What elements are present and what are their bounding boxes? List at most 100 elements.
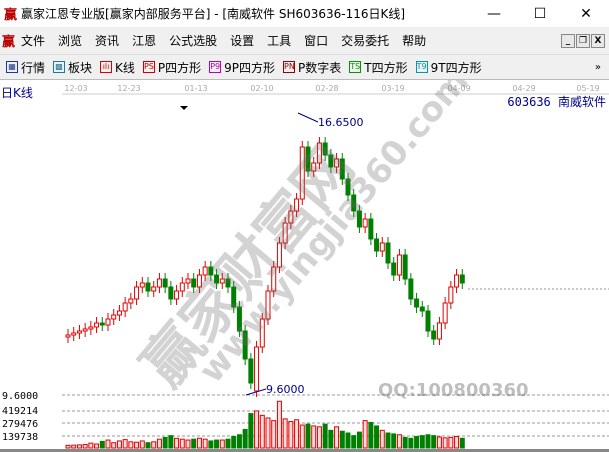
volume-bar [425,434,431,449]
volume-bar [196,437,202,449]
candle-body [76,330,82,334]
toolbar-icon: P9 [209,61,222,73]
volume-bar [311,425,317,449]
volume-bar [151,441,157,449]
maximize-button[interactable]: ☐ [533,5,547,22]
candle-body [88,326,94,330]
volume-bar [82,443,88,449]
candle-body [402,254,408,280]
date-tick: 12-03 [64,84,87,93]
volume-bar [185,439,191,449]
menu-formula[interactable]: 公式选股 [169,34,218,48]
date-tick: 02-10 [250,84,273,93]
window-title: 赢家江恩专业版[赢家内部服务平台] - [南威软件 SH603636-116日K… [21,7,406,21]
menu-window[interactable]: 窗口 [304,34,329,48]
candle-body [322,142,328,156]
menu-gann[interactable]: 江恩 [132,34,157,48]
toolbar-label: K线 [115,60,135,75]
mdi-restore-button[interactable]: ❐ [576,33,590,48]
candle-body [139,282,145,288]
close-button[interactable]: ✕ [580,5,592,22]
candle-body [202,266,208,276]
candle-body [214,274,220,284]
volume-axis-label: 419214 [2,406,38,417]
candle-body [454,274,460,288]
volume-bar [139,440,145,449]
toolbar-button-4[interactable]: P9 9P四方形 [209,59,275,76]
toolbar-button-0[interactable]: ▦ 行情 [6,59,45,76]
candle-body [156,278,162,288]
volume-bar [99,440,105,449]
candle-body [316,142,322,164]
menu-news[interactable]: 资讯 [95,34,120,48]
volume-bar [254,410,260,449]
candle-body [219,278,225,284]
toolbar-button-6[interactable]: TS T四方形 [349,59,408,76]
volume-bar [408,437,414,449]
volume-bar [414,436,420,449]
candle-body [448,286,454,304]
candle-body [168,286,174,300]
candle-body [339,158,345,180]
menu-file[interactable]: 文件 [21,34,46,48]
toolbar-button-7[interactable]: T9 9T四方形 [415,59,482,76]
high-annotation: 16.6500 [318,116,364,129]
toolbar-icon: T9 [415,61,428,73]
volume-bar [431,435,437,449]
low-annotation: 9.6000 [266,383,305,396]
volume-bar [202,438,208,449]
volume-bar [271,420,277,449]
toolbar-more-button[interactable]: » [594,61,601,73]
volume-bar [402,436,408,449]
volume-bar [374,425,380,449]
mdi-minimize-button[interactable]: _ [561,33,575,48]
volume-bar [116,440,122,449]
menu-browse[interactable]: 浏览 [58,34,83,48]
toolbar-button-1[interactable]: ▩ 板块 [53,59,92,76]
candle-body [208,266,214,276]
volume-bar [385,432,391,449]
volume-bar [334,426,340,449]
candle-body [65,334,71,338]
volume-bar [454,436,460,449]
volume-bar [134,441,140,449]
volume-bar [71,444,77,449]
watermark-qq: QQ:100800360 [378,380,529,401]
volume-bar [88,442,94,449]
volume-bar [174,437,180,449]
volume-bar [231,436,237,449]
candle-body [128,298,134,304]
menu-settings[interactable]: 设置 [230,34,255,48]
menu-help[interactable]: 帮助 [402,34,427,48]
toolbar-button-5[interactable]: PN P数字表 [283,59,341,76]
candle-body [271,266,277,292]
cursor-marker-icon [180,106,188,110]
toolbar-button-2[interactable]: ılı K线 [100,59,135,76]
volume-axis-label: 139738 [2,432,38,443]
volume-bar [316,426,322,449]
volume-bar [105,439,111,449]
candle-body [191,278,197,288]
candle-body [134,286,140,300]
toolbar-button-3[interactable]: PS P四方形 [142,59,201,76]
volume-bar [459,437,465,449]
volume-bar [368,421,374,449]
volume-bar [248,413,254,449]
low-annotation-line [245,388,267,396]
stock-label: 603636 南威软件 [507,94,606,109]
mdi-close-button[interactable]: X [591,33,605,48]
date-tick: 12-23 [117,84,140,93]
volume-bar [76,444,82,449]
toolbar: ▦ 行情 ▩ 板块 ılı K线 PS P四方形 P9 9P四方形 PN P数字表 TS T四方形 T9 9T… [0,54,609,80]
status-bar [0,449,609,452]
candle-body [254,346,260,392]
date-tick: 04-09 [447,84,470,93]
menu-tools[interactable]: 工具 [267,34,292,48]
menu-trade[interactable]: 交易委托 [341,34,390,48]
kline-chart[interactable]: 日K线 603636 南威软件 12-03 12-23 01-13 02-10 02-28 0… [0,80,609,452]
candle-body [196,274,202,288]
volume-bar [299,424,305,449]
date-tick: 04-29 [512,84,535,93]
minimize-button[interactable]: — [487,5,501,22]
candle-body [265,290,271,320]
